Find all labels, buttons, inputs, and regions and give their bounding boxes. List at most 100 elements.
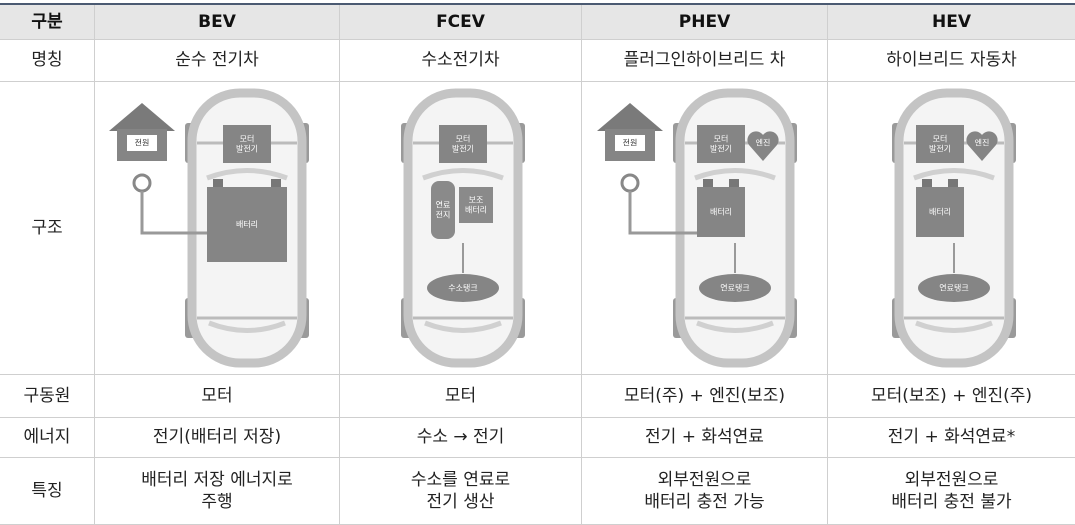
fuel-cell (430, 181, 455, 239)
header-text: HEV (932, 11, 971, 32)
component-label: 연료탱크 (720, 283, 749, 293)
component-label: 모터 (240, 135, 255, 144)
component-label: 배터리 (464, 206, 486, 215)
component-label: 배터리 (236, 220, 258, 229)
data-cell: 모터 (95, 375, 340, 418)
battery (207, 187, 287, 262)
wire (628, 191, 705, 235)
cell-text: 전기 + 화석연료 (645, 427, 764, 448)
plug (132, 173, 152, 193)
row-header-cell: 에너지 (0, 418, 95, 458)
data-cell: 수소를 연료로 전기 생산 (340, 458, 582, 525)
motor-box (915, 125, 964, 163)
data-cell: 모터(보조) + 엔진(주) (828, 375, 1075, 418)
data-cell: 수소 → 전기 (340, 418, 582, 458)
battery-post (728, 179, 739, 187)
row-label: 특징 (31, 480, 63, 501)
component-label: 발전기 (451, 144, 473, 154)
component-label: 연료탱크 (939, 283, 968, 293)
component-label: 엔진 (974, 138, 989, 148)
header-cell: FCEV (340, 5, 582, 40)
motor-box (438, 125, 487, 163)
component-label: 배터리 (709, 208, 731, 217)
windshield (693, 168, 776, 181)
row-label: 구조 (31, 217, 63, 238)
row-header-cell: 명칭 (0, 40, 95, 82)
component-label: 전원 (622, 138, 637, 148)
header-cell: BEV (95, 5, 340, 40)
cell-text: 순수 전기차 (175, 50, 259, 71)
component-label: 수소탱크 (448, 283, 477, 293)
header-text: 구분 (31, 11, 63, 32)
component-label: 발전기 (709, 144, 731, 154)
battery-post (271, 179, 281, 187)
cell-text: 플러그인하이브리드 차 (623, 50, 786, 71)
data-cell: 하이브리드 자동차 (828, 40, 1075, 82)
battery-post (213, 179, 223, 187)
aux-battery (458, 187, 493, 223)
rear-window (423, 320, 502, 333)
battery-post (921, 179, 932, 187)
data-cell: 모터(주) + 엔진(보조) (582, 375, 828, 418)
cell-text: 하이브리드 자동차 (886, 50, 1017, 71)
component-label: 배터리 (928, 208, 950, 217)
header-cell: HEV (828, 5, 1075, 40)
cell-text: 모터 (444, 385, 477, 406)
data-cell: 전기 + 화석연료 (582, 418, 828, 458)
data-cell: 전기 + 화석연료* (828, 418, 1075, 458)
cell-text: 전기(배터리 저장) (152, 427, 282, 448)
component-label: 모터 (455, 135, 470, 144)
component-label: 모터 (713, 135, 728, 144)
component-label: 발전기 (236, 144, 258, 154)
house-roof (109, 103, 175, 131)
data-cell: 외부전원으로 배터리 충전 불가 (828, 458, 1075, 525)
data-cell: 플러그인하이브리드 차 (582, 40, 828, 82)
cell-text: 수소 → 전기 (416, 427, 505, 448)
cell-text: 배터리 충전 불가 (891, 492, 1012, 512)
wire (140, 191, 217, 235)
cell-text: 배터리 저장 에너지로 (141, 469, 293, 490)
battery-post (702, 179, 713, 187)
header-cell: PHEV (582, 5, 828, 40)
battery (696, 187, 745, 237)
cell-text: 외부전원으로 (904, 469, 999, 490)
component-label: 전원 (135, 138, 150, 148)
data-cell: 수소전기차 (340, 40, 582, 82)
plug (620, 173, 639, 193)
row-label: 구동원 (23, 385, 71, 406)
row-label: 명칭 (31, 50, 63, 71)
component-label: 모터 (932, 135, 947, 144)
data-cell: 전기(배터리 저장) (95, 418, 340, 458)
component-label: 연료 (435, 201, 450, 210)
cell-text: 수소전기차 (421, 50, 500, 71)
cell-text: 수소를 연료로 (410, 469, 511, 490)
house-roof (596, 103, 663, 131)
cell-text: 전기 생산 (426, 492, 495, 512)
cell-text: 배터리 충전 가능 (644, 492, 765, 512)
data-cell: 모터 (340, 375, 582, 418)
component-label: 전지 (435, 210, 450, 220)
header-text: FCEV (436, 11, 485, 32)
cell-text: 모터(주) + 엔진(보조) (623, 385, 786, 406)
row-header-cell: 특징 (0, 458, 95, 525)
diagram-cell: 모터 발전기 연료 전지 보조 배터리 수소탱크 (340, 82, 582, 375)
engine (746, 131, 779, 161)
battery (915, 187, 964, 237)
tank (917, 274, 990, 302)
cell-text: 주행 (201, 492, 233, 512)
rear-window (914, 320, 993, 333)
component-label: 엔진 (755, 138, 770, 148)
rear-window (695, 320, 774, 333)
component-label: 발전기 (928, 144, 950, 154)
windshield (912, 168, 995, 181)
row-header-cell: 구조 (0, 82, 95, 375)
header-text: BEV (198, 11, 236, 32)
motor-box (696, 125, 745, 163)
header-cell: 구분 (0, 5, 95, 40)
motor-box (223, 125, 271, 163)
